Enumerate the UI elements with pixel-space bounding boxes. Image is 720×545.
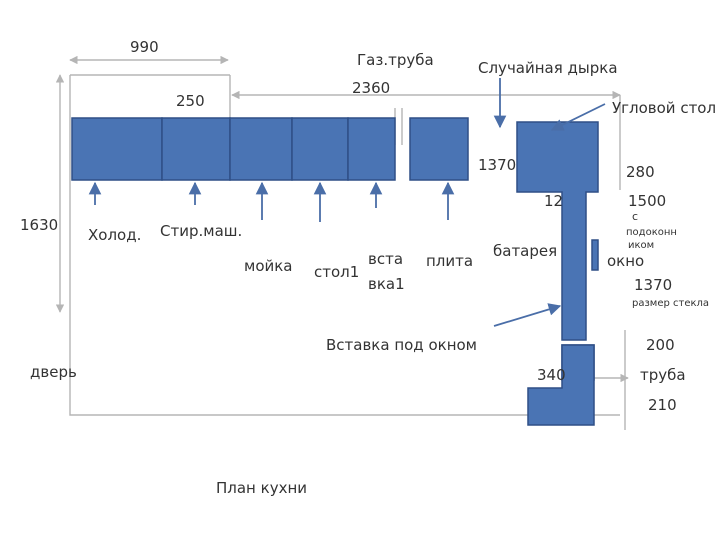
room-wall-line: [69, 74, 530, 416]
washer-cabinet: [161, 117, 231, 181]
dim-280-label: 280: [626, 163, 655, 181]
dim-1370-right-label: 1370: [634, 276, 672, 294]
sink-cabinet: [229, 117, 293, 181]
corner-table: [516, 121, 599, 341]
fridge-label: Холод.: [88, 226, 141, 244]
table1-cabinet: [291, 117, 349, 181]
washer-label: Стир.маш.: [160, 222, 242, 240]
radiator-label: батарея: [493, 242, 557, 260]
dim-1370-top-label: 1370: [478, 156, 516, 174]
insert1-cabinet: [347, 117, 396, 181]
gas-pipe-label: Газ.труба: [357, 51, 434, 69]
dim-2360-label: 2360: [352, 79, 390, 97]
plan-title: План кухни: [216, 479, 307, 497]
insert1-label-line1: вста: [368, 250, 403, 268]
window-insert-label: Вставка под окном: [326, 336, 477, 354]
dim-250-label: 250: [176, 92, 205, 110]
insert1-label-line2: вка1: [368, 275, 405, 293]
dim-12-label: 12: [544, 192, 563, 210]
window-insert-arrow: [493, 303, 562, 327]
table1-label: стол1: [314, 263, 359, 281]
glass-size-label: размер стекла: [632, 298, 709, 309]
pipe-block: [527, 344, 595, 426]
dim-1630-label: 1630: [20, 216, 58, 234]
corner-table-arrow: [550, 103, 606, 131]
dim-990-label: 990: [130, 38, 159, 56]
dim-340-label: 340: [537, 366, 566, 384]
sill-label-line2: подоконн: [626, 227, 677, 238]
sill-label-line1: с: [632, 210, 638, 223]
dim-210-label: 210: [648, 396, 677, 414]
radiator: [591, 239, 599, 271]
stove-cabinet: [409, 117, 469, 181]
fridge-cabinet: [71, 117, 163, 181]
random-hole-label: Случайная дырка: [478, 59, 618, 77]
pipe-label: труба: [640, 366, 686, 384]
stove-label: плита: [426, 252, 473, 270]
sill-label-line3: иком: [628, 240, 654, 251]
door-label: дверь: [30, 363, 77, 381]
dim-200-label: 200: [646, 336, 675, 354]
sink-label: мойка: [244, 257, 293, 275]
corner-table-label: Угловой стол: [612, 99, 716, 117]
dim-1500-label: 1500: [628, 192, 666, 210]
window-label: окно: [607, 252, 644, 270]
